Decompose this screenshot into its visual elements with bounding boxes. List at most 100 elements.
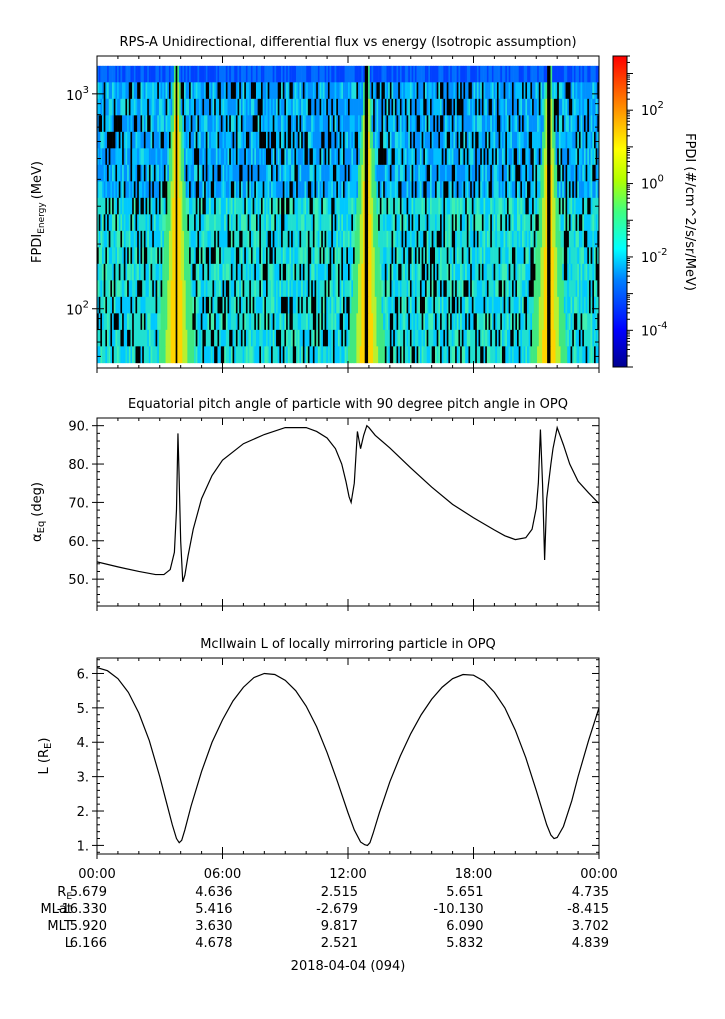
heatmap-cell	[416, 82, 419, 100]
heatmap-cell	[349, 181, 352, 199]
heatmap-cell	[210, 313, 213, 331]
heatmap-cell	[418, 181, 421, 199]
heatmap-cell	[508, 247, 511, 265]
heatmap-cell	[324, 230, 327, 248]
heatmap-cell	[125, 247, 128, 265]
heatmap-cell	[242, 247, 245, 265]
heatmap-cell	[112, 115, 115, 133]
heatmap-cell	[326, 263, 329, 281]
heatmap-cell	[314, 329, 317, 347]
heatmap-cell	[289, 164, 292, 182]
heatmap-cell	[232, 247, 235, 265]
heatmap-cell	[349, 164, 352, 182]
heatmap-cell	[135, 131, 138, 149]
heatmap-cell	[433, 115, 436, 133]
heatmap-cell	[550, 197, 553, 215]
heatmap-cell	[224, 230, 227, 248]
heatmap-cell	[363, 131, 366, 149]
heatmap-cell	[448, 98, 451, 116]
heatmap-cell	[557, 148, 560, 166]
heatmap-cell	[476, 131, 479, 149]
heatmap-cell	[587, 131, 590, 149]
heatmap-cell	[446, 82, 449, 100]
heatmap-cell	[274, 329, 277, 347]
heatmap-cell	[128, 164, 131, 182]
heatmap-cell	[588, 82, 591, 100]
heatmap-cell	[358, 181, 361, 199]
heatmap-cell	[580, 247, 583, 265]
heatmap-cell	[580, 115, 583, 133]
heatmap-cell	[157, 148, 160, 166]
heatmap-cell	[200, 263, 203, 281]
heatmap-cell	[229, 148, 232, 166]
heatmap-cell	[348, 296, 350, 314]
heatmap-cell	[122, 131, 125, 149]
heatmap-cell	[476, 230, 479, 248]
heatmap-cell	[366, 197, 369, 215]
heatmap-cell	[520, 214, 523, 232]
heatmap-cell	[429, 82, 432, 100]
heatmap-cell	[391, 313, 394, 331]
heatmap-cell	[433, 181, 436, 199]
heatmap-cell	[163, 164, 166, 182]
heatmap-cell	[568, 296, 571, 314]
heatmap-cell	[548, 313, 551, 331]
heatmap-cell	[522, 197, 524, 215]
heatmap-cell	[483, 82, 486, 100]
heatmap-cell	[588, 280, 591, 298]
heatmap-cell	[522, 131, 524, 149]
heatmap-cell	[180, 164, 183, 182]
heatmap-cell	[219, 148, 222, 166]
heatmap-cell	[513, 65, 516, 83]
heatmap-cell	[508, 98, 511, 116]
heatmap-cell	[113, 197, 116, 215]
heatmap-cell	[573, 148, 576, 166]
heatmap-cell	[135, 115, 138, 133]
heatmap-cell	[435, 65, 437, 83]
heatmap-cell	[282, 164, 285, 182]
heatmap-cell	[366, 313, 369, 331]
heatmap-cell	[419, 164, 422, 182]
heatmap-cell	[383, 197, 386, 215]
heatmap-cell	[361, 329, 364, 347]
heatmap-cell	[567, 280, 570, 298]
heatmap-cell	[368, 148, 371, 166]
heatmap-cell	[585, 230, 588, 248]
heatmap-cell	[277, 98, 280, 116]
heatmap-cell	[476, 214, 479, 232]
heatmap-cell	[563, 313, 566, 331]
heatmap-cell	[260, 181, 263, 199]
heatmap-cell	[533, 197, 536, 215]
heatmap-cell	[344, 280, 347, 298]
heatmap-cell	[142, 181, 145, 199]
heatmap-cell	[384, 329, 387, 347]
heatmap-cell	[312, 280, 315, 298]
heatmap-cell	[595, 98, 598, 116]
heatmap-cell	[361, 247, 364, 265]
heatmap-cell	[158, 115, 161, 133]
heatmap-cell	[378, 82, 381, 100]
heatmap-cell	[533, 148, 536, 166]
heatmap-cell	[152, 65, 155, 83]
heatmap-cell	[356, 115, 359, 133]
heatmap-cell	[394, 329, 397, 347]
heatmap-cell	[113, 313, 116, 331]
heatmap-cell	[550, 65, 553, 83]
heatmap-cell	[567, 247, 570, 265]
heatmap-cell	[229, 313, 232, 331]
heatmap-cell	[470, 131, 473, 149]
heatmap-cell	[180, 230, 183, 248]
heatmap-cell	[209, 82, 212, 100]
heatmap-cell	[172, 115, 175, 133]
heatmap-cell	[567, 65, 570, 83]
heatmap-cell	[140, 247, 143, 265]
heatmap-cell	[207, 164, 210, 182]
heatmap-cell	[281, 65, 284, 83]
heatmap-cell	[398, 263, 401, 281]
heatmap-cell	[344, 313, 347, 331]
heatmap-cell	[306, 280, 309, 298]
heatmap-cell	[597, 214, 600, 232]
heatmap-cell	[329, 247, 332, 265]
heatmap-cell	[358, 131, 361, 149]
heatmap-cell	[229, 197, 232, 215]
